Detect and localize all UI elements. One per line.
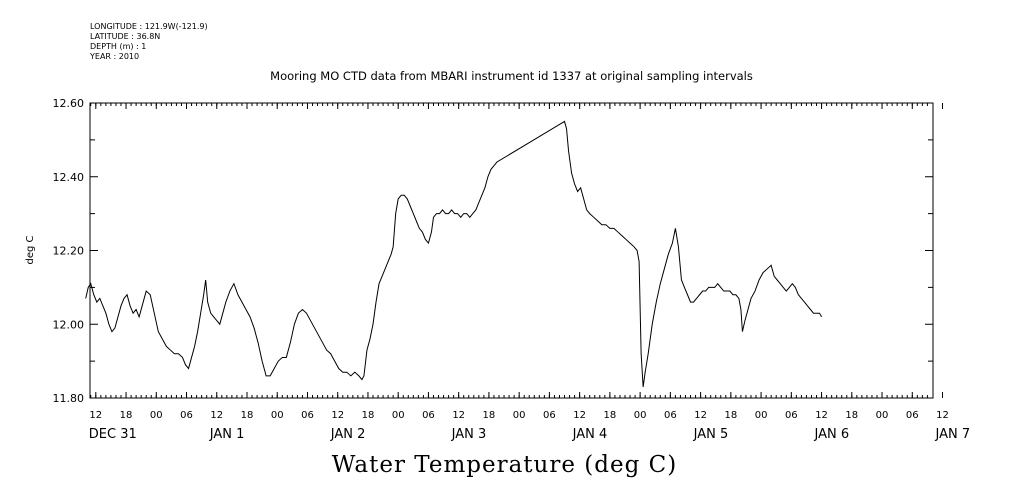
- temperature-chart: 12 18 00 06 12 18 00 06 12 18 00 06 12 18 00 06 12 18 00 06…: [25, 97, 971, 442]
- x-tick-label: 12: [815, 410, 828, 421]
- x-tick-label: 06: [664, 410, 677, 421]
- x-tick-label: 12: [210, 410, 223, 421]
- x-tick-label: 06: [906, 410, 919, 421]
- y-tick-label: 12.00: [53, 318, 85, 331]
- x-tick-label: 18: [724, 410, 737, 421]
- x-tick-label: 18: [241, 410, 254, 421]
- x-tick-label: 06: [785, 410, 798, 421]
- y-tick-label: 12.60: [53, 97, 85, 110]
- day-label: JAN 2: [330, 427, 366, 442]
- latitude-label: LATITUDE : 36.8N: [90, 32, 161, 41]
- day-label: JAN 1: [209, 427, 245, 442]
- x-tick-label: 00: [513, 410, 526, 421]
- x-tick-label: 00: [271, 410, 284, 421]
- axis-ticks: [90, 102, 944, 399]
- y-axis-label: deg C: [25, 235, 36, 264]
- x-tick-label: 12: [89, 410, 102, 421]
- x-tick-label: 12: [936, 410, 949, 421]
- temperature-series-line: [85, 120, 822, 388]
- x-tick-label: 06: [543, 410, 556, 421]
- x-tick-label: 18: [845, 410, 858, 421]
- x-tick-label: 12: [573, 410, 586, 421]
- x-tick-label: 18: [604, 410, 617, 421]
- metadata-block: LONGITUDE : 121.9W(-121.9) LATITUDE : 36…: [90, 22, 208, 62]
- x-tick-label: 12: [331, 410, 344, 421]
- longitude-label: LONGITUDE : 121.9W(-121.9): [90, 22, 208, 31]
- x-tick-label: 18: [483, 410, 496, 421]
- x-tick-label: 06: [422, 410, 435, 421]
- x-tick-label: 06: [180, 410, 193, 421]
- day-label: JAN 6: [814, 427, 850, 442]
- x-tick-label: 18: [362, 410, 375, 421]
- day-label: JAN 5: [693, 427, 729, 442]
- day-label: JAN 7: [935, 427, 971, 442]
- x-tick-label: 00: [150, 410, 163, 421]
- day-label: JAN 4: [572, 427, 608, 442]
- x-tick-label: 00: [755, 410, 768, 421]
- y-tick-label: 12.20: [53, 245, 85, 258]
- day-label: JAN 3: [451, 427, 487, 442]
- x-tick-label: 00: [876, 410, 889, 421]
- plot-frame: [89, 102, 934, 399]
- x-tick-label: 12: [694, 410, 707, 421]
- year-label: YEAR : 2010: [90, 52, 140, 61]
- depth-label: DEPTH (m) : 1: [90, 42, 147, 51]
- chart-title: Mooring MO CTD data from MBARI instrumen…: [270, 69, 753, 83]
- x-tick-label: 00: [392, 410, 405, 421]
- day-label: DEC 31: [89, 427, 137, 442]
- x-tick-label: 00: [634, 410, 647, 421]
- y-tick-label: 12.40: [53, 171, 85, 184]
- variable-title: Water Temperature (deg C): [331, 452, 678, 478]
- x-tick-label: 12: [452, 410, 465, 421]
- y-tick-label: 11.80: [53, 392, 85, 405]
- axis-labels: 12 18 00 06 12 18 00 06 12 18 00 06 12 18 00 06 12 18 00 06…: [53, 97, 971, 442]
- x-tick-label: 18: [120, 410, 133, 421]
- x-tick-label: 06: [301, 410, 314, 421]
